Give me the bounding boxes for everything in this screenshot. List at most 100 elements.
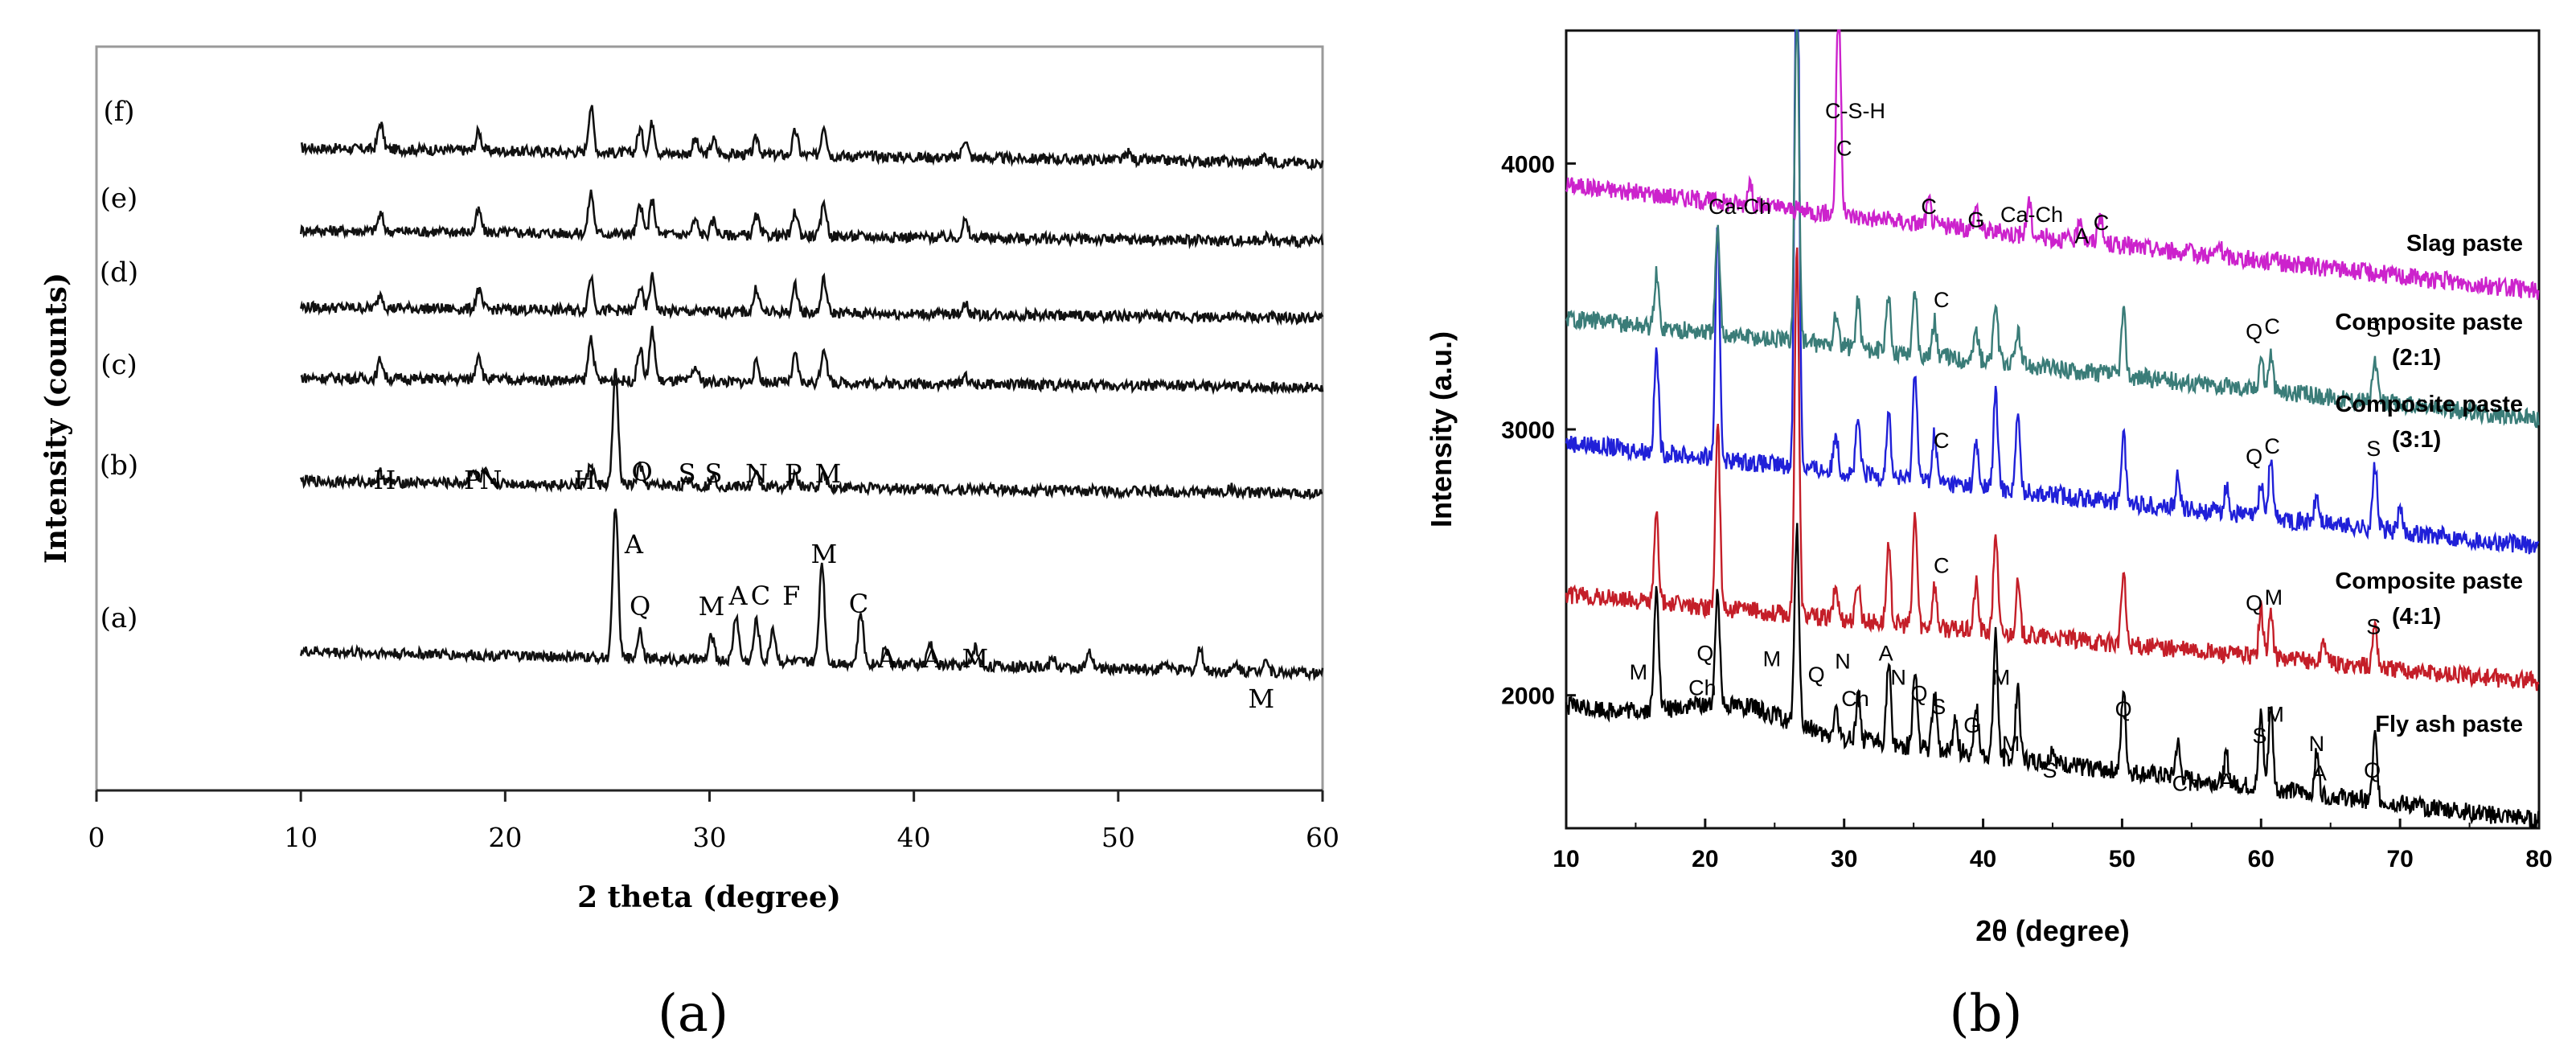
panel-a-x-tick-label: 10 (284, 822, 318, 853)
panel-b-series-line-composite-paste-3-1- (1565, 29, 2540, 555)
panel-b-x-tick-label: 40 (1970, 846, 1996, 872)
panel-b-peak-label: N (1890, 665, 1906, 689)
panel-b-series-label: Fly ash paste (2375, 712, 2523, 737)
panel-b-series-label: (3:1) (2392, 427, 2441, 453)
panel-a-peak-label: Q (630, 591, 650, 622)
panel-b-chart: 10 20 30 40 50 60 70 80 2000 3000 4000 C-S-H C Ca-Ch… (1425, 29, 2553, 1044)
panel-b-peak-label: C (1934, 554, 1950, 578)
panel-a-series-line-a (299, 508, 1324, 682)
panel-a-series-line-b (299, 367, 1323, 501)
panel-b-peak-label: Q (1808, 663, 1825, 687)
panel-b-peak-label: S (2366, 615, 2381, 639)
panel-b-peak-label: Q (2246, 320, 2262, 344)
panel-a-peak-label: C (849, 589, 868, 619)
panel-b-peak-label: Q (2246, 445, 2262, 469)
panel-a-peak-label: P (785, 458, 802, 489)
panel-b-y-tick-label: 4000 (1501, 151, 1555, 178)
panel-b-peak-label: C (1934, 429, 1950, 453)
panel-a-x-tick-label: 0 (88, 822, 105, 853)
panel-b-peak-label: C (1934, 288, 1950, 312)
panel-b-peak-label: Ch (1688, 676, 1717, 700)
panel-a-peak-label: H (373, 465, 396, 495)
panel-a-series-label: (d) (100, 257, 138, 289)
panel-a-x-tick-label: 60 (1306, 822, 1339, 853)
panel-a-series-label: (e) (100, 183, 138, 215)
panel-b-x-tick-label: 60 (2248, 846, 2275, 872)
panel-b-peak-label: Q (1696, 642, 1713, 666)
panel-b-series-line-slag-paste (1565, 29, 2540, 300)
panel-b-series-label: Composite paste (2335, 392, 2523, 417)
panel-b-peak-label: S (2366, 437, 2381, 461)
panel-b-peak-label: C (1836, 136, 1852, 160)
panel-b-caption: (b) (1950, 984, 2023, 1044)
panel-b-x-tick-label: 80 (2525, 846, 2552, 872)
panel-a-x-tick-label: 40 (897, 822, 931, 853)
panel-a-peak-label: A (728, 581, 749, 611)
panel-a-peak-label: M (810, 539, 837, 569)
panel-a-x-axis-label: 2 theta (degree) (577, 880, 841, 914)
panel-b-peak-label: M (1992, 665, 2011, 689)
panel-a-y-axis-label: Intensity (counts) (39, 273, 73, 564)
panel-a-peak-label: M (699, 591, 725, 622)
panel-a-peak-label: A (624, 529, 644, 560)
panel-a-series-label: (c) (100, 349, 137, 381)
panel-b-peak-label: C (1921, 195, 1937, 219)
panel-b-peak-label: M (1630, 660, 1648, 684)
panel-b-peak-label: M (2266, 703, 2284, 727)
panel-b-peak-label: G (1963, 713, 1980, 737)
panel-b-peak-label: Ch (2172, 772, 2201, 796)
panel-b-peak-label: G (1967, 208, 1984, 232)
panel-b-peak-label: N (1835, 650, 1851, 674)
panel-a-peak-label: C (751, 581, 770, 611)
panel-b-y-tick-label: 2000 (1501, 683, 1555, 710)
panel-b-peak-label: C (2094, 211, 2110, 235)
panel-a-peak-label: H (574, 465, 597, 495)
panel-b-peak-label: S (2043, 758, 2057, 782)
panel-b-x-tick-label: 20 (1692, 846, 1718, 872)
panel-a-caption: (a) (658, 984, 728, 1044)
panel-b-peak-label: Q (2115, 697, 2132, 721)
panel-a-peak-label: N (745, 458, 768, 489)
panel-a-peak-label: N (480, 465, 502, 495)
panel-b-peak-label: Ca-Ch (1708, 195, 1771, 219)
panel-b-series-line-composite-paste-2-1- (1565, 29, 2540, 429)
panel-a-series-line-d (299, 272, 1324, 326)
panel-b-peak-label: M (2265, 585, 2283, 610)
panel-a-peak-label: A (877, 643, 897, 674)
panel-a-peak-label: A (922, 643, 942, 674)
panel-b-peak-label: C-S-H (1825, 99, 1885, 123)
panel-b-peak-label: S (2253, 724, 2267, 748)
panel-b-peak-label: Q (2246, 591, 2262, 615)
panel-b-peak-label: Q (1911, 681, 1928, 705)
panel-b-peak-label: C (2264, 314, 2280, 339)
panel-a-peak-label: M (962, 643, 989, 674)
panel-b-series-label: Composite paste (2335, 568, 2523, 594)
panel-b-peak-label: C (2264, 434, 2280, 458)
panel-b-peak-label: A (2219, 769, 2233, 793)
panel-a-series-line-f (300, 105, 1324, 171)
panel-a-peak-label: M (1248, 683, 1274, 714)
panel-a-series-label: (a) (100, 602, 138, 634)
panel-b-peak-label: A (2312, 761, 2327, 785)
panel-b-peak-label: Ca-Ch (2000, 203, 2063, 227)
panel-b-y-axis-label: Intensity (a.u.) (1425, 331, 1458, 527)
panel-b-x-tick-label: 70 (2386, 846, 2413, 872)
panel-a-series-label: (b) (100, 449, 138, 482)
panel-b-series-line-fly-ash-paste (1565, 523, 2540, 829)
panel-a-series-line-c (300, 326, 1324, 396)
panel-b-peak-label: A (2074, 224, 2089, 248)
panel-a-x-tick-label: 50 (1101, 822, 1135, 853)
panel-b-peak-label: N (2309, 732, 2325, 756)
panel-b-peak-label: S (2366, 317, 2381, 341)
panel-b-x-tick-label: 50 (2109, 846, 2135, 872)
panel-b-peak-label: M (1763, 646, 1782, 671)
panel-b-series-label: Composite paste (2335, 310, 2523, 335)
panel-b-series-label: (4:1) (2392, 604, 2441, 630)
panel-b-series-label: Slag paste (2406, 231, 2523, 257)
panel-a-peak-label: Q (632, 457, 653, 487)
panel-b-x-tick-label: 30 (1831, 846, 1857, 872)
panel-b-x-axis-label: 2θ (degree) (1975, 914, 2130, 947)
panel-a-x-tick-label: 30 (693, 822, 727, 853)
